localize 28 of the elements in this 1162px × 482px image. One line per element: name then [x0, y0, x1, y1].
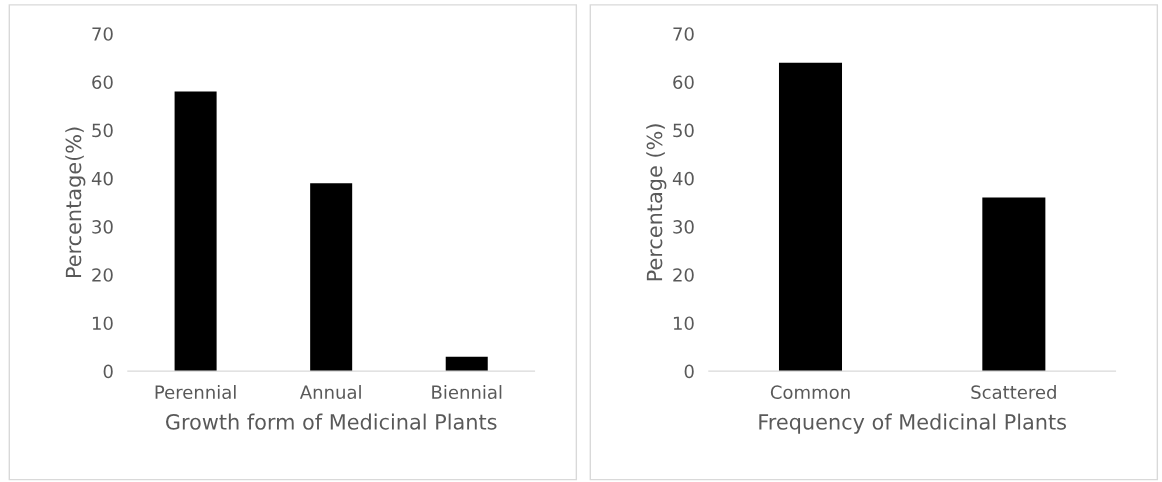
- bar: [445, 356, 488, 372]
- y-tick-label: 70: [673, 27, 694, 41]
- y-tick-label: 40: [672, 171, 694, 186]
- bar: [174, 91, 217, 372]
- y-tick-label: 0: [103, 364, 113, 379]
- x-tick-label: Biennial: [432, 385, 502, 400]
- y-tick-label: 10: [673, 316, 694, 331]
- x-axis-title: Growth form of Medicinal Plants: [166, 413, 497, 430]
- y-tick-label: 60: [92, 75, 113, 90]
- x-tick-label: Scattered: [971, 385, 1056, 400]
- y-tick-label: 70: [92, 27, 113, 41]
- y-tick-label: 10: [92, 316, 113, 331]
- y-tick-label: 20: [92, 268, 113, 282]
- y-tick-label: 30: [673, 220, 694, 234]
- x-tick-label: Common: [770, 385, 850, 400]
- y-tick-label: 50: [92, 123, 113, 138]
- y-tick-label: 0: [684, 364, 694, 379]
- y-tick-label: 50: [673, 123, 694, 138]
- y-axis-title: Percentage (%): [646, 124, 667, 281]
- x-axis-title: Frequency of Medicinal Plants: [759, 413, 1067, 434]
- y-tick-label: 40: [91, 171, 113, 186]
- bar: [310, 183, 353, 372]
- y-tick-label: 20: [673, 268, 694, 282]
- x-tick-label: Annual: [299, 385, 361, 400]
- y-tick-label: 30: [92, 220, 113, 234]
- y-axis-title: Percentage(%): [65, 127, 86, 278]
- y-tick-label: 60: [673, 75, 694, 90]
- x-tick-label: Perennial: [155, 385, 236, 400]
